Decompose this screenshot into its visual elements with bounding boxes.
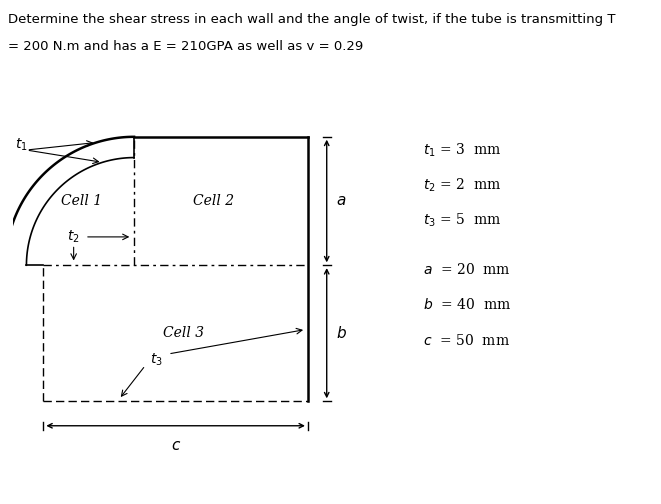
- Text: Determine the shear stress in each wall and the angle of twist, if the tube is t: Determine the shear stress in each wall …: [8, 13, 615, 26]
- Text: $a$: $a$: [336, 194, 346, 208]
- Text: $t_2$ = 2  mm: $t_2$ = 2 mm: [423, 176, 501, 194]
- Text: Cell 1: Cell 1: [61, 194, 102, 208]
- Text: $b$  = 40  mm: $b$ = 40 mm: [423, 297, 511, 312]
- Text: Cell 2: Cell 2: [193, 194, 234, 208]
- Text: $b$: $b$: [336, 325, 347, 341]
- Text: $t_3$ = 5  mm: $t_3$ = 5 mm: [423, 212, 501, 229]
- Text: $t_1$ = 3  mm: $t_1$ = 3 mm: [423, 141, 501, 159]
- Text: $t_1$: $t_1$: [15, 136, 28, 153]
- Text: = 200 N.m and has a E = 210GPA as well as v = 0.29: = 200 N.m and has a E = 210GPA as well a…: [8, 40, 363, 53]
- Text: $c$: $c$: [171, 439, 180, 453]
- Text: $t_3$: $t_3$: [150, 351, 163, 368]
- Text: Cell 3: Cell 3: [163, 326, 204, 340]
- Text: $t_2$: $t_2$: [67, 229, 80, 245]
- Text: $c$  = 50  mm: $c$ = 50 mm: [423, 333, 510, 348]
- Text: $a$  = 20  mm: $a$ = 20 mm: [423, 262, 511, 277]
